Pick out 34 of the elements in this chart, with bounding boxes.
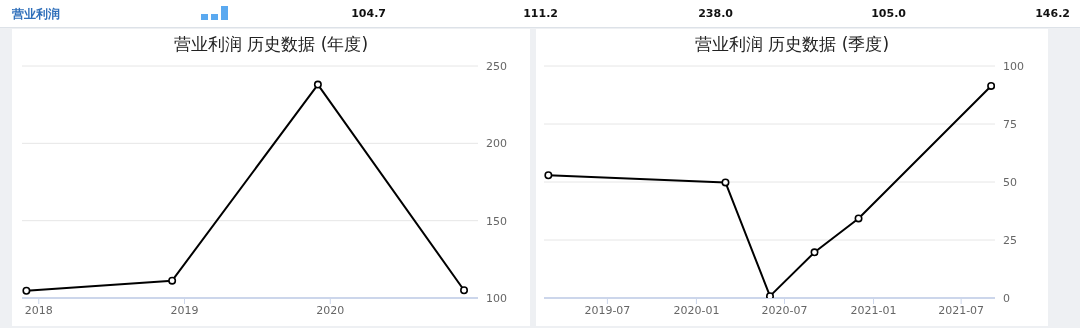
point: [22, 286, 31, 295]
y-tick-label: 0: [1003, 291, 1010, 305]
text: 营业利润: [12, 6, 60, 23]
x-tick-label: 2020-07: [761, 303, 808, 317]
point: [987, 81, 995, 90]
text: 104.7: [351, 7, 386, 20]
y-tick-label: 75: [1003, 117, 1017, 131]
y-tick-label: 100: [1003, 59, 1024, 73]
chart-title: 营业利润 历史数据 (季度): [693, 33, 891, 56]
x-tick-label: 2019: [170, 303, 199, 317]
y-tick-label: 150: [486, 214, 507, 228]
x-tick-label: 2018: [24, 303, 53, 317]
x-tick-label: 2021-07: [938, 303, 985, 317]
text: 146.2: [1035, 7, 1070, 20]
x-tick-label: 2019-07: [584, 303, 631, 317]
y-tick-label: 100: [486, 291, 507, 305]
text: 111.2: [523, 7, 558, 20]
point: [460, 286, 469, 295]
point: [544, 171, 553, 180]
chart-title: 营业利润 历史数据 (年度): [172, 33, 370, 56]
point: [854, 214, 863, 223]
point: [721, 178, 730, 187]
text: 105.0: [871, 7, 906, 20]
y-tick-label: 50: [1003, 175, 1017, 189]
text: 238.0: [698, 7, 733, 20]
point: [810, 248, 819, 257]
x-tick-label: 2020-01: [673, 303, 720, 317]
point: [168, 276, 177, 285]
x-tick-label: 2020: [316, 303, 345, 317]
x-tick-label: 2021-01: [850, 303, 897, 317]
point: [313, 80, 322, 89]
y-tick-label: 25: [1003, 233, 1017, 247]
y-tick-label: 250: [486, 59, 507, 73]
y-tick-label: 200: [486, 137, 507, 151]
